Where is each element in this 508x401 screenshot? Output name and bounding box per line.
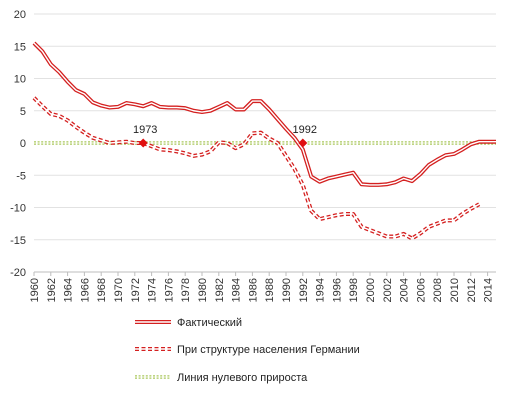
- x-tick-label: 1990: [281, 278, 293, 302]
- series-line-inner: [33, 42, 496, 186]
- y-axis: 20 15 10 5 0 -5 -10 -15 -20: [10, 9, 26, 279]
- series-germany-structure: [32, 96, 481, 241]
- y-tick-label: -5: [16, 170, 26, 182]
- annotation-marker-1973: [138, 138, 148, 148]
- x-tick-label: 1976: [163, 278, 175, 302]
- y-tick-label: 0: [20, 138, 26, 150]
- x-tick-label: 1994: [315, 278, 327, 302]
- x-axis: 1960 1962 1964 1966 1968 1970 1972 1974 1976 1978…: [29, 271, 496, 302]
- y-tick-label: 15: [14, 41, 26, 53]
- annotation-label-1992: 1992: [293, 124, 317, 136]
- x-tick-label: 1996: [331, 278, 343, 302]
- y-tick-label: -10: [10, 203, 26, 215]
- legend-label: Линия нулевого прироста: [177, 372, 308, 384]
- y-tick-label: 20: [14, 9, 26, 21]
- series-line-outer: [32, 96, 481, 241]
- x-tick-label: 1988: [264, 278, 276, 302]
- y-tick-label: -15: [10, 235, 26, 247]
- x-tick-label: 1982: [214, 278, 226, 302]
- x-tick-label: 1960: [29, 278, 41, 302]
- x-tick-label: 1974: [147, 278, 159, 302]
- y-tick-label: -20: [10, 267, 26, 279]
- x-tick-label: 1972: [130, 278, 142, 302]
- series-line-outer: [32, 41, 496, 187]
- x-tick-label: 2006: [415, 278, 427, 302]
- x-tick-label: 1978: [180, 278, 192, 302]
- y-tick-label: 10: [14, 74, 26, 86]
- x-tick-label: 1962: [46, 278, 58, 302]
- series-group: [32, 41, 496, 241]
- x-tick-label: 1986: [247, 278, 259, 302]
- annotations: 1973 1992: [133, 124, 317, 148]
- x-tick-label: 1966: [79, 278, 91, 302]
- series-actual: [32, 41, 496, 187]
- legend-label: При структуре населения Германии: [177, 344, 360, 356]
- series-line-inner: [33, 97, 480, 240]
- legend-item-actual: Фактический: [135, 317, 242, 329]
- x-tick-label: 2008: [432, 278, 444, 302]
- legend-label: Фактический: [177, 317, 242, 329]
- x-tick-label: 2010: [449, 278, 461, 302]
- x-tick-label: 1968: [96, 278, 108, 302]
- legend-item-zero-growth: Линия нулевого прироста: [135, 372, 308, 384]
- x-tick-label: 2014: [483, 278, 495, 302]
- annotation-marker-1992: [298, 138, 308, 148]
- x-tick-label: 2012: [466, 278, 478, 302]
- annotation-label-1973: 1973: [133, 124, 157, 136]
- x-tick-label: 2000: [365, 278, 377, 302]
- x-tick-label: 1964: [63, 278, 75, 302]
- x-tick-label: 1998: [348, 278, 360, 302]
- legend: Фактический При структуре населения Герма…: [135, 317, 360, 384]
- x-tick-label: 1992: [298, 278, 310, 302]
- x-tick-label: 1980: [197, 278, 209, 302]
- x-tick-label: 2004: [399, 278, 411, 302]
- legend-item-germany-structure: При структуре населения Германии: [135, 344, 360, 356]
- x-tick-label: 2002: [382, 278, 394, 302]
- x-tick-label: 1984: [231, 278, 243, 302]
- x-tick-label: 1970: [113, 278, 125, 302]
- y-tick-label: 5: [20, 106, 26, 118]
